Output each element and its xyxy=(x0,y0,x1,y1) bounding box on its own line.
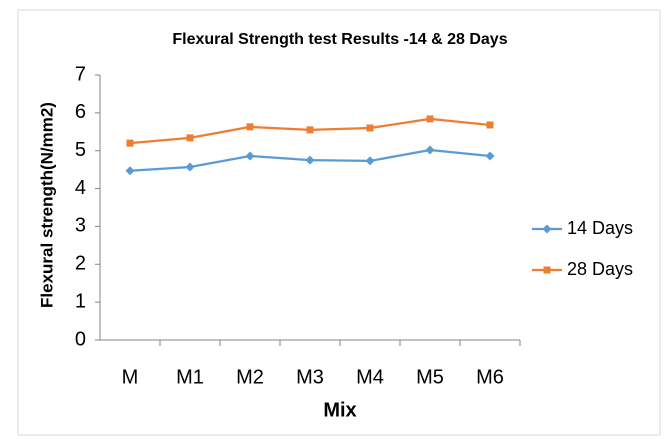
y-tick-label: 3 xyxy=(75,215,86,237)
marker xyxy=(186,134,194,142)
y-tick-label: 5 xyxy=(75,139,86,161)
chart-title: Flexural Strength test Results -14 & 28 … xyxy=(172,31,507,48)
legend-marker xyxy=(542,224,552,234)
marker xyxy=(125,166,135,176)
y-tick-label: 4 xyxy=(75,177,86,199)
x-tick-label: M6 xyxy=(476,366,504,388)
marker xyxy=(486,121,494,129)
x-tick-label: M xyxy=(122,366,139,388)
chart-frame xyxy=(17,9,661,436)
y-tick-label: 6 xyxy=(75,101,86,123)
marker xyxy=(365,156,375,166)
marker xyxy=(126,139,134,147)
marker xyxy=(245,151,255,161)
x-tick-label: M3 xyxy=(296,366,324,388)
legend-label: 28 Days xyxy=(567,259,633,279)
marker xyxy=(246,123,254,131)
x-tick-label: M5 xyxy=(416,366,444,388)
marker xyxy=(185,162,195,172)
legend-label: 14 Days xyxy=(567,218,633,238)
marker xyxy=(485,151,495,161)
x-axis-label: Mix xyxy=(323,399,356,421)
x-tick-label: M2 xyxy=(236,366,264,388)
legend-marker xyxy=(543,266,551,274)
marker xyxy=(305,155,315,165)
y-tick-label: 0 xyxy=(75,328,86,350)
y-tick-label: 1 xyxy=(75,290,86,312)
y-axis-label: Flexural strength(N/mm2) xyxy=(37,102,56,308)
marker xyxy=(306,126,314,134)
x-tick-label: M4 xyxy=(356,366,384,388)
x-tick-label: M1 xyxy=(176,366,204,388)
marker xyxy=(426,115,434,123)
y-tick-label: 7 xyxy=(75,63,86,85)
marker xyxy=(366,124,374,132)
marker xyxy=(425,145,435,155)
y-tick-label: 2 xyxy=(75,253,86,275)
